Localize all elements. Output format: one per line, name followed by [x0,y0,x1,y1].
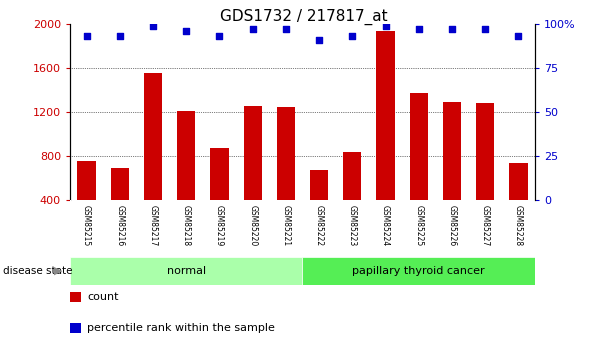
Point [480,27,490,32]
Point [447,27,457,32]
Bar [77,160,95,200]
Point [381,23,390,29]
Bar [210,148,229,200]
Bar [177,111,195,200]
Point [281,27,291,32]
Bar [277,107,295,200]
Bar [410,93,428,200]
Text: GSM85215: GSM85215 [82,205,91,246]
Bar [70,257,302,285]
Point [181,28,191,34]
Bar [144,72,162,200]
Point [347,34,357,39]
Point [115,34,125,39]
Bar [443,102,461,200]
Bar [476,104,494,200]
Text: GSM85219: GSM85219 [215,205,224,246]
Point [314,37,324,43]
Text: GSM85218: GSM85218 [182,205,191,246]
Text: GSM85220: GSM85220 [248,205,257,246]
Point [148,23,158,29]
Bar [376,31,395,200]
Text: disease state: disease state [3,266,72,276]
Point [414,27,424,32]
Text: count: count [87,292,119,302]
Point [248,27,258,32]
Text: GSM85224: GSM85224 [381,205,390,246]
Text: GSM85216: GSM85216 [116,205,124,246]
Text: normal: normal [167,266,206,276]
Text: GSM85223: GSM85223 [348,205,357,246]
Text: GDS1732 / 217817_at: GDS1732 / 217817_at [220,9,388,25]
Bar [244,106,262,200]
Text: GSM85222: GSM85222 [314,205,323,246]
Bar [310,170,328,200]
Text: papillary thyroid cancer: papillary thyroid cancer [353,266,485,276]
Bar [343,152,361,200]
Text: GSM85228: GSM85228 [514,205,523,246]
Bar [510,163,528,200]
Text: percentile rank within the sample: percentile rank within the sample [87,323,275,333]
Text: GSM85227: GSM85227 [481,205,489,246]
Bar [302,257,535,285]
Text: GSM85226: GSM85226 [447,205,457,246]
Point [215,34,224,39]
Text: ▶: ▶ [54,266,63,276]
Text: GSM85221: GSM85221 [282,205,291,246]
Point [514,34,523,39]
Text: GSM85217: GSM85217 [148,205,157,246]
Point [81,34,91,39]
Text: GSM85225: GSM85225 [414,205,423,246]
Bar [111,168,129,200]
